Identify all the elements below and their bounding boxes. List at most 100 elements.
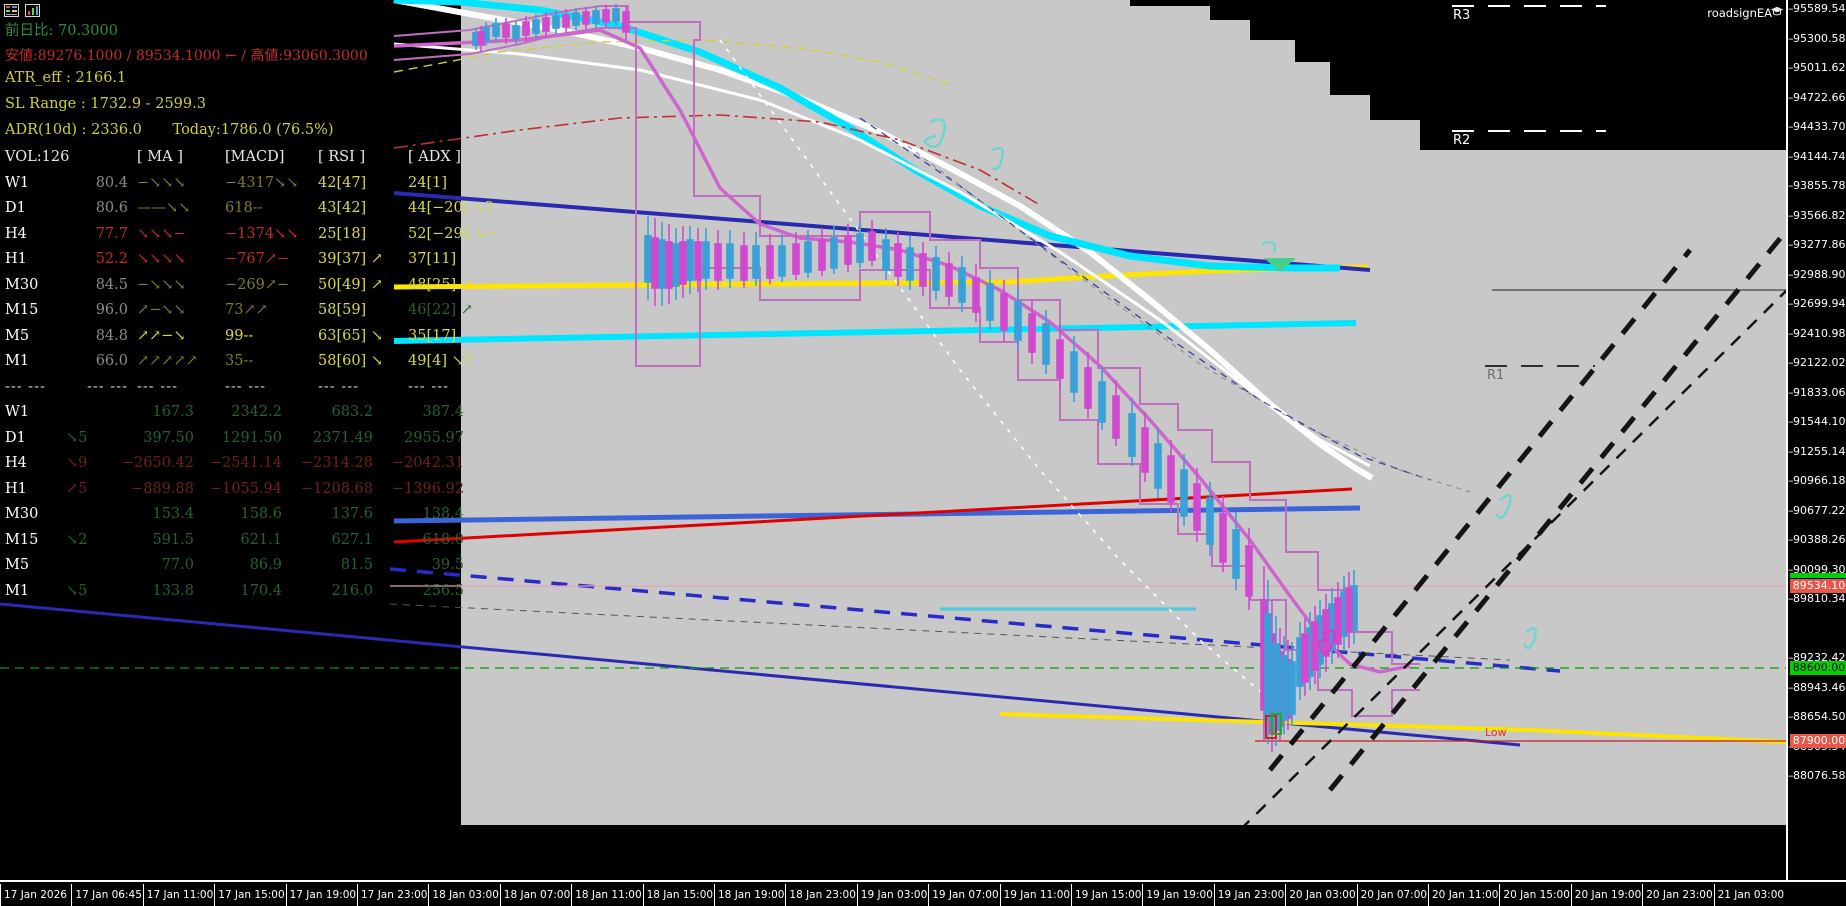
adr-label: ADR(10d) : xyxy=(5,122,87,138)
atr-label: ATR_eff : xyxy=(5,70,71,86)
time-tick: 21 Jan 03:00 xyxy=(1713,884,1784,906)
high-value: 93060.3000 xyxy=(283,48,368,64)
level-value-3: 683.2 xyxy=(331,404,373,420)
table-row: H1 ↗5 −889.88 −1055.94 −1208.68 −1396.92 xyxy=(0,477,464,503)
timeframe-label: M15 xyxy=(5,531,39,548)
ma-arrows: ↗↗−↘ xyxy=(137,327,186,344)
panel-icon-group[interactable] xyxy=(4,4,40,17)
table-row: H1 52.2 ↘↘↘↘ −767↗− 39[37] ↗ 37[11] xyxy=(0,247,456,273)
bid-direction-arrow: ← xyxy=(225,48,237,64)
time-tick: 17 Jan 19:00 xyxy=(285,884,356,906)
timeframe-label: H4 xyxy=(5,225,27,242)
macd-value: −767↗− xyxy=(225,251,290,267)
timeframe-label: H4 xyxy=(5,455,27,471)
time-tick: 17 Jan 06:45 xyxy=(71,884,142,906)
level-value-4: 2955.97 xyxy=(404,429,464,446)
price-tick: –88654.50 xyxy=(1788,710,1846,723)
price-tick: –89232.42 xyxy=(1788,651,1846,664)
level-value-3: 81.5 xyxy=(340,557,373,573)
price-tick: –95011.62 xyxy=(1788,61,1846,74)
bid-high-separator: / xyxy=(241,48,246,64)
ea-brand-label: roadsignEA xyxy=(1707,6,1772,20)
level-value-1: 397.50 xyxy=(143,429,194,446)
indicator-info-panel: 前日比: 70.3000 安値:89276.1000 / 89534.1000 … xyxy=(0,0,497,599)
time-tick: 20 Jan 07:00 xyxy=(1356,884,1427,906)
table-row: M30 153.4 158.6 137.6 138.4 xyxy=(0,502,464,528)
level-r1-label: R1 xyxy=(1487,368,1505,383)
time-tick: 20 Jan 03:00 xyxy=(1285,884,1356,906)
level-value-1: 133.8 xyxy=(152,582,194,599)
sl-range-line: SL Range : 1732.9 - 2599.3 xyxy=(5,96,206,112)
atr-line: ATR_eff : 2166.1 xyxy=(5,70,126,86)
rsi-value: 58[60] ↘ xyxy=(318,353,383,369)
time-tick: 20 Jan 15:00 xyxy=(1499,884,1570,906)
level-value-2: 170.4 xyxy=(240,582,282,599)
ma-arrows: ↗−↘↘ xyxy=(137,302,186,318)
price-tick: –88076.58 xyxy=(1788,769,1846,782)
adx-value: 48[25] ↗− xyxy=(408,276,486,293)
price-tick: –90966.18 xyxy=(1788,474,1846,487)
panel-chart-icon[interactable] xyxy=(25,4,40,17)
indicator-value: 80.4 xyxy=(95,174,128,191)
macd-value: 73↗↗ xyxy=(225,302,268,318)
adr-value: 2336.0 xyxy=(91,122,142,138)
low-value: 89276.1000 xyxy=(37,48,123,64)
panel-list-icon[interactable] xyxy=(4,4,19,17)
time-tick: 19 Jan 07:00 xyxy=(928,884,999,906)
prev-day-value: 70.3000 xyxy=(58,23,118,39)
level-value-4: −1396.92 xyxy=(391,480,464,497)
today-label: Today: xyxy=(172,122,221,138)
rsi-value: 39[37] ↗ xyxy=(318,251,383,267)
sl-range-value: 1732.9 - 2599.3 xyxy=(90,96,206,112)
time-tick: 17 Jan 11:00 xyxy=(142,884,213,906)
timeframe-label: W1 xyxy=(5,404,30,420)
table-row: M1 66.0 ↗↗↗↗↗ 35-- 58[60] ↘ 49[4] ↘? xyxy=(0,349,472,375)
price-tick: –95300.58 xyxy=(1788,31,1846,45)
level-value-1: 591.5 xyxy=(152,531,194,548)
price-tick: –93855.78 xyxy=(1788,179,1846,192)
vol-label: VOL:126 xyxy=(5,149,70,165)
timeframe-label: D1 xyxy=(5,429,26,446)
sep-4: --- --- xyxy=(225,378,267,395)
timeframe-label: H1 xyxy=(5,480,27,497)
high-label: 高値: xyxy=(250,48,284,64)
price-tick: –90677.22 xyxy=(1788,503,1846,517)
atr-value: 2166.1 xyxy=(75,70,127,86)
ma-arrows: ↘↘↘− xyxy=(137,225,186,242)
level-value-2: −2541.14 xyxy=(209,455,282,471)
macd-value: −4317↘↘ xyxy=(225,174,299,191)
adx-value: 52[−29] ↘− xyxy=(408,225,498,242)
trend-arrow: ↘5 xyxy=(66,429,88,446)
rsi-value: 58[59] xyxy=(318,302,367,318)
trend-arrow: ↘9 xyxy=(66,455,88,471)
macd-value: 99-- xyxy=(225,327,254,344)
rsi-value: 50[49] ↗ xyxy=(318,276,383,293)
today-value: 1786.0 (76.5%) xyxy=(220,122,334,138)
timeframe-label: M15 xyxy=(5,302,39,318)
adr-line: ADR(10d) : 2336.0 Today:1786.0 (76.5%) xyxy=(5,122,334,138)
price-axis[interactable]: –95589.54 –95300.58 –95011.62 –94722.66 –944… xyxy=(1786,0,1846,880)
stop-price-badge: 87900.00 xyxy=(1790,734,1846,748)
price-tick: –90388.26 xyxy=(1788,533,1846,546)
table-row: M1 ↘5 133.8 170.4 216.0 256.5 xyxy=(0,579,464,605)
price-tick: –92410.98 xyxy=(1788,326,1846,340)
price-tick: –93566.82 xyxy=(1788,208,1846,222)
time-tick: 19 Jan 19:00 xyxy=(1142,884,1213,906)
time-tick: 18 Jan 11:00 xyxy=(571,884,642,906)
time-axis[interactable]: 17 Jan 2026 17 Jan 06:45 17 Jan 11:00 17 Ja… xyxy=(0,880,1846,906)
level-value-3: 137.6 xyxy=(331,506,373,522)
adx-value: 35[17] xyxy=(408,327,457,344)
price-tick: –91544.10 xyxy=(1788,415,1846,428)
level-value-1: −889.88 xyxy=(131,480,194,497)
level-value-2: 1291.50 xyxy=(222,429,282,446)
sl-range-label: SL Range : xyxy=(5,96,86,112)
ma-arrows: ↗↗↗↗↗ xyxy=(137,353,198,369)
table-row: M5 77.0 86.9 81.5 39.5 xyxy=(0,553,464,579)
ma-arrows: −↘↘↘ xyxy=(137,276,186,293)
price-tick: –91833.06 xyxy=(1788,385,1846,399)
level-value-1: 153.4 xyxy=(152,506,194,522)
macd-value: 618-- xyxy=(225,200,263,216)
table-row: M30 84.5 −↘↘↘ −269↗− 50[49] ↗ 48[25] ↗− xyxy=(0,273,485,299)
indicator-value: 84.8 xyxy=(95,327,128,344)
trend-arrow: ↘5 xyxy=(66,582,88,599)
